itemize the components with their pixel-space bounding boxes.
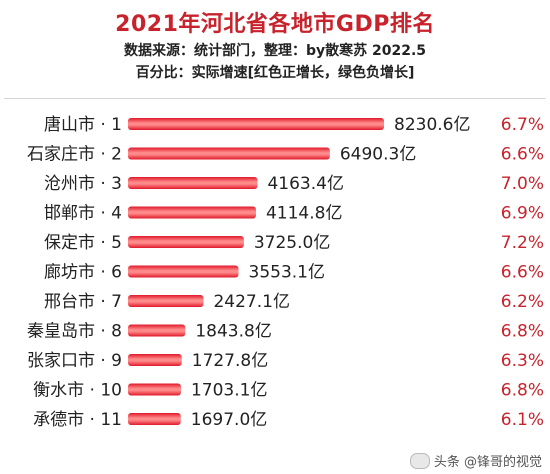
value-label: 1703.1亿 — [191, 381, 267, 401]
category-label: 张家口市 · 9 — [27, 351, 122, 371]
value-label: 3725.0亿 — [254, 233, 330, 253]
growth-label: 6.3% — [501, 351, 544, 371]
growth-label: 6.2% — [501, 292, 544, 312]
category-label: 邯郸市 · 4 — [44, 204, 122, 224]
growth-label: 6.8% — [501, 322, 544, 342]
category-label: 廊坊市 · 6 — [44, 263, 122, 283]
watermark: 头条 @锋哥的视觉 — [409, 451, 542, 470]
category-label: 保定市 · 5 — [44, 233, 122, 253]
value-label: 2427.1亿 — [213, 292, 289, 312]
value-label: 4114.8亿 — [266, 204, 342, 224]
category-label: 邢台市 · 7 — [44, 292, 122, 312]
growth-label: 6.1% — [501, 410, 544, 430]
bar — [128, 324, 186, 337]
category-label: 唐山市 · 1 — [44, 114, 122, 135]
bar — [128, 413, 181, 425]
category-label: 衡水市 · 10 — [33, 381, 122, 401]
value-label: 1697.0亿 — [191, 410, 267, 430]
bar — [128, 354, 182, 366]
value-label: 1727.8亿 — [192, 351, 268, 371]
bar — [128, 206, 256, 219]
growth-label: 6.7% — [501, 115, 544, 135]
growth-label: 7.0% — [501, 174, 544, 194]
legend-line: 百分比：实际增速[红色正增长，绿色负增长] — [135, 65, 415, 81]
bar — [128, 147, 330, 160]
toutiao-logo-icon — [409, 452, 430, 469]
category-label: 承德市 · 11 — [33, 410, 122, 430]
value-label: 4163.4亿 — [267, 174, 343, 194]
value-label: 3553.1亿 — [249, 263, 325, 283]
category-label: 石家庄市 · 2 — [27, 145, 122, 165]
bar — [128, 236, 244, 248]
bar — [128, 295, 204, 307]
source-line: 数据来源：统计部门，整理：by散寒苏 2022.5 — [123, 43, 427, 59]
watermark-text: 头条 @锋哥的视觉 — [433, 455, 542, 470]
growth-label: 7.2% — [501, 233, 544, 253]
category-label: 秦皇岛市 · 8 — [27, 322, 122, 342]
growth-label: 6.6% — [501, 145, 544, 165]
category-label: 沧州市 · 3 — [44, 174, 122, 194]
value-label: 8230.6亿 — [394, 115, 470, 135]
growth-label: 6.6% — [501, 263, 544, 283]
bar — [128, 265, 239, 278]
bar — [128, 383, 181, 396]
bar — [128, 177, 258, 189]
chart-title: 2021年河北省各地市GDP排名 — [115, 12, 435, 37]
growth-label: 6.9% — [501, 204, 544, 224]
growth-label: 6.8% — [501, 381, 544, 401]
value-label: 1843.8亿 — [195, 322, 271, 342]
header-divider — [4, 98, 546, 99]
value-label: 6490.3亿 — [340, 145, 416, 165]
bar — [128, 118, 384, 130]
